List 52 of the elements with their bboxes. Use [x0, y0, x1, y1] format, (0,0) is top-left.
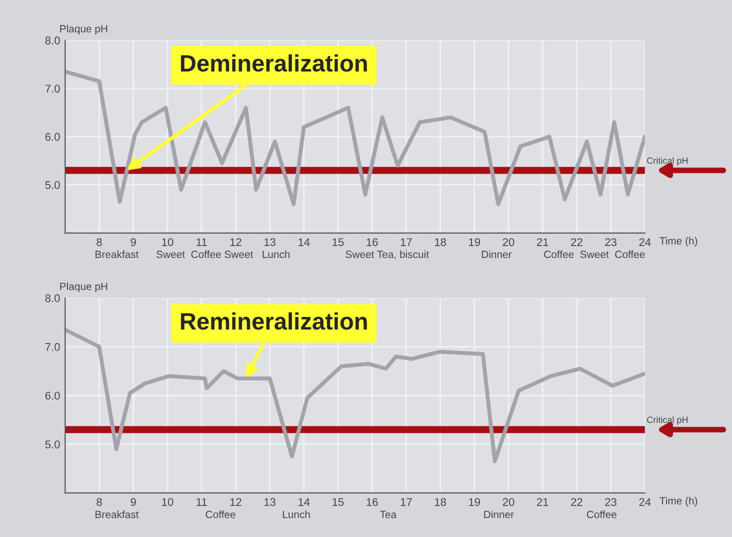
x-tick-label: 17: [400, 238, 412, 246]
x-tick-label: 23: [605, 238, 616, 246]
x-tick-label: 13: [264, 238, 276, 246]
x-tick-label: 20: [502, 498, 514, 506]
x-tick-label: 24: [639, 498, 651, 506]
x-tick-label: 14: [298, 498, 310, 506]
text: Breakfast Sweet Coffee Sweet Lunch Sweet Tea, biscuit Dinner Coffee Sweet Coffee: [96, 250, 645, 260]
y-axis-title: Plaque pH: [60, 282, 108, 292]
x-tick-label: 21: [536, 498, 548, 506]
y-tick-label: 7.0: [45, 84, 60, 93]
x-tick-label: 20: [502, 238, 514, 246]
x-tick-label: 14: [298, 238, 310, 246]
x-tick-label: 16: [366, 498, 378, 506]
x-tick-label: 18: [434, 238, 446, 246]
y-tick-label: 6.0: [45, 392, 60, 400]
annotation: Remineralization: [180, 312, 367, 330]
x-tick-label: 12: [230, 238, 242, 246]
x-tick-label: 24: [639, 238, 651, 246]
annotation: Demineralization: [180, 54, 367, 72]
x-tick-label: 22: [571, 498, 582, 506]
x-tick-label: 17: [400, 498, 412, 506]
x-tick-label: 8: [96, 238, 102, 246]
x-tick-label: 9: [130, 498, 136, 506]
x-tick-label: 11: [196, 498, 207, 506]
x-tick-label: 15: [332, 238, 344, 246]
x-tick-label: 9: [130, 238, 136, 246]
x-tick-label: 15: [332, 498, 344, 506]
x-tick-label: 22: [571, 238, 582, 246]
x-tick-label: 12: [230, 498, 242, 506]
x-tick-label: 10: [162, 238, 174, 246]
x-tick-label: 19: [469, 238, 480, 246]
x-axis-title: Time (h): [660, 236, 698, 247]
x-axis-title: Time (h): [660, 496, 698, 507]
y-axis-title: Plaque pH: [60, 24, 108, 34]
x-tick-label: 18: [434, 498, 446, 506]
y-tick-label: 6.0: [45, 132, 60, 141]
y-tick-label: 8.0: [45, 36, 60, 44]
ref-line-label: Critical pH: [647, 416, 688, 425]
y-tick-label: 5.0: [45, 181, 60, 189]
x-tick-label: 19: [469, 498, 480, 506]
y-tick-label: 5.0: [45, 440, 60, 448]
text: Breakfast Coffee Lunch Tea Dinner Coffee: [96, 510, 616, 518]
ref-line-label: Critical pH: [647, 157, 688, 166]
x-tick-label: 23: [605, 498, 616, 506]
x-tick-label: 21: [536, 238, 548, 246]
y-tick-label: 8.0: [45, 294, 60, 302]
y-tick-label: 7.0: [45, 343, 60, 351]
x-tick-label: 13: [264, 498, 276, 506]
x-tick-label: 10: [162, 498, 174, 506]
x-tick-label: 16: [366, 238, 378, 246]
x-tick-label: 11: [196, 238, 207, 246]
x-tick-label: 8: [96, 498, 102, 506]
